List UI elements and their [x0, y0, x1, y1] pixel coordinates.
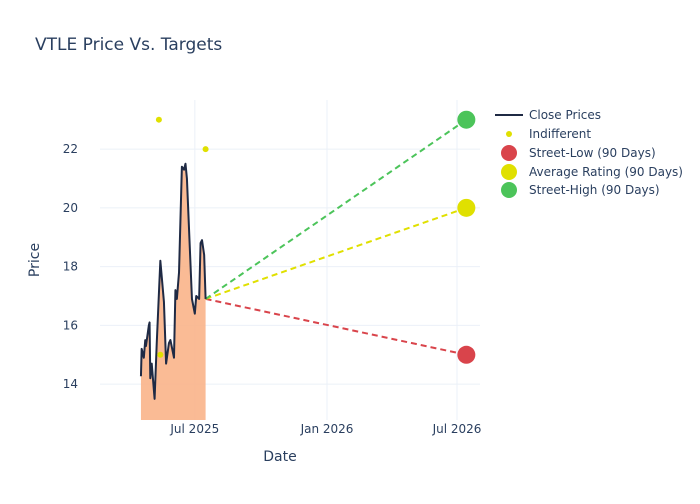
- legend-street-low-marker-icon: [501, 145, 517, 161]
- x-tick-label: Jul 2026: [432, 422, 482, 436]
- legend-indifferent[interactable]: Indifferent: [529, 127, 591, 141]
- y-tick-label: 22: [63, 142, 78, 156]
- y-tick-label: 18: [63, 260, 78, 274]
- legend[interactable]: Close Prices Indifferent Street-Low (90 …: [495, 108, 683, 198]
- legend-street-low[interactable]: Street-Low (90 Days): [529, 146, 656, 160]
- indifferent-point: [157, 351, 164, 358]
- legend-close-prices[interactable]: Close Prices: [529, 108, 601, 122]
- axis-ticks: 14 16 18 20 22 Jul 2025 Jan 2026 Jul 2026: [63, 142, 482, 436]
- high-target-line: [205, 118, 467, 300]
- plot-area: [139, 110, 476, 420]
- indifferent-point: [155, 116, 162, 123]
- indifferent-point: [202, 146, 209, 153]
- x-axis-title: Date: [263, 449, 296, 465]
- avg-target-point: [457, 198, 476, 217]
- high-target-point: [457, 110, 476, 129]
- close-price-line: [139, 162, 207, 400]
- x-tick-label: Jul 2025: [169, 422, 219, 436]
- chart-title: VTLE Price Vs. Targets: [35, 35, 222, 55]
- low-target-line: [205, 297, 467, 356]
- legend-street-high[interactable]: Street-High (90 Days): [529, 183, 660, 197]
- legend-street-high-marker-icon: [501, 182, 517, 198]
- y-tick-label: 20: [63, 201, 78, 215]
- legend-average-marker-icon: [501, 164, 517, 180]
- legend-indifferent-marker-icon: [506, 131, 512, 137]
- avg-target-line: [205, 206, 467, 300]
- y-tick-label: 16: [63, 318, 78, 332]
- legend-average-rating[interactable]: Average Rating (90 Days): [529, 165, 683, 179]
- x-tick-label: Jan 2026: [300, 422, 354, 436]
- low-target-point: [457, 345, 476, 364]
- y-tick-label: 14: [63, 377, 78, 391]
- y-axis-title: Price: [27, 243, 43, 277]
- close-price-area: [140, 163, 206, 420]
